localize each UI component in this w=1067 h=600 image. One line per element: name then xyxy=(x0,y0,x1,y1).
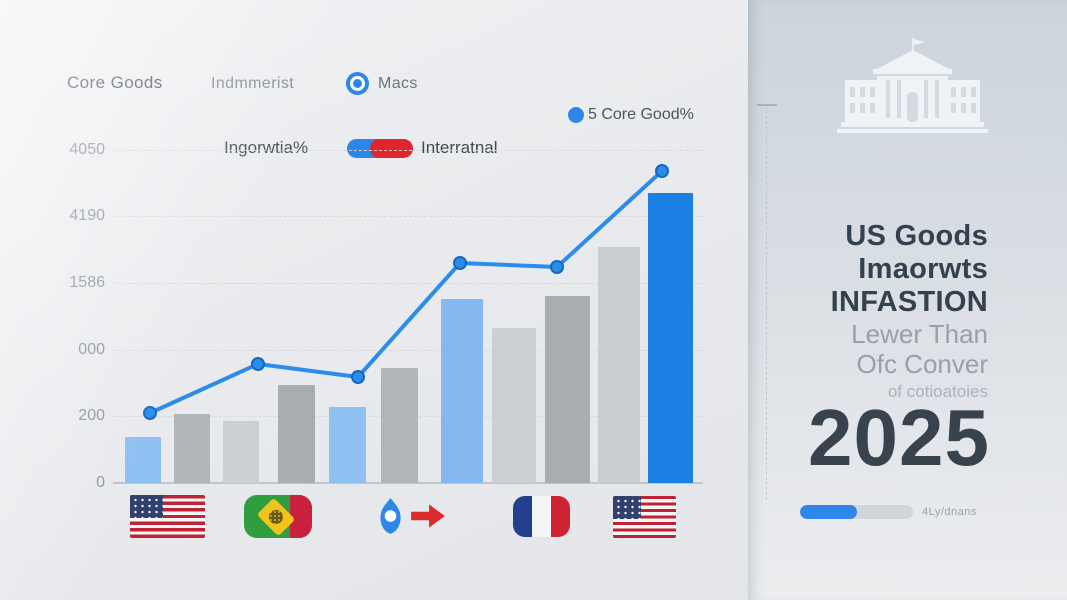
y-axis-label: 4190 xyxy=(69,207,105,224)
right-arrow-icon xyxy=(411,504,445,528)
header-label-macs: Macs xyxy=(378,75,418,92)
legend-label: 5 Core Good% xyxy=(588,106,694,123)
progress-fill xyxy=(800,505,857,519)
legend: 5 Core Good% xyxy=(568,106,694,124)
us-flag-icon xyxy=(130,495,205,538)
gridline xyxy=(113,150,703,151)
toggle-pill[interactable] xyxy=(347,139,413,159)
radio-button-icon[interactable] xyxy=(346,72,369,95)
bar xyxy=(381,368,418,483)
toggle-label: Interratnal xyxy=(421,138,498,157)
header-label-indmmerist: Indmmerist xyxy=(211,75,295,92)
gridline xyxy=(113,216,703,217)
white-house-icon xyxy=(837,38,988,133)
subtitle-line: Ofc Conver xyxy=(856,349,989,379)
guide-dashed-line xyxy=(766,106,767,500)
subtitle-line: Lewer Than xyxy=(851,319,988,349)
bar xyxy=(223,421,259,483)
bar xyxy=(441,299,483,483)
france-flag-blue xyxy=(513,496,532,537)
radio-inner-ring xyxy=(350,76,365,91)
bar xyxy=(278,385,315,483)
progress-bar xyxy=(800,505,913,519)
us-flag-canton xyxy=(613,496,641,519)
bar xyxy=(174,414,210,483)
header-label-core-goods: Core Goods xyxy=(67,73,163,92)
brazil-flag-icon xyxy=(244,495,312,538)
brazil-flag-red-band xyxy=(290,495,312,538)
brazil-flag-globe xyxy=(268,509,283,524)
bar xyxy=(492,328,536,483)
location-pin-icon xyxy=(380,498,401,534)
year-text: 2025 xyxy=(808,393,990,482)
bar xyxy=(125,437,161,483)
progress-label: 4Ly/dnans xyxy=(922,506,977,518)
us-flag-icon xyxy=(613,496,676,538)
headline-line: INFASTION xyxy=(830,286,988,318)
headline-line: Imaorwts xyxy=(858,253,988,285)
y-axis-label: 1586 xyxy=(69,274,105,291)
subtitle-small: of cotioatoies xyxy=(887,382,988,401)
headline-line: US Goods xyxy=(845,220,988,252)
filter-label: Ingorwtia% xyxy=(224,138,309,157)
bar xyxy=(598,247,640,483)
headline-block: US Goods Imaorwts INFASTION Lewer Than O… xyxy=(758,220,988,402)
y-axis-label: 200 xyxy=(78,407,105,424)
y-axis-label: 4050 xyxy=(69,141,105,158)
toggle-red-segment xyxy=(370,139,413,158)
france-flag-icon xyxy=(513,496,570,537)
bar xyxy=(329,407,366,483)
guide-tick xyxy=(757,104,777,106)
pin-arrow-icon xyxy=(377,496,455,536)
france-flag-red xyxy=(551,496,570,537)
bar xyxy=(648,193,693,483)
france-flag-white xyxy=(532,496,551,537)
y-axis-label: 000 xyxy=(78,341,105,358)
info-panel: US Goods Imaorwts INFASTION Lewer Than O… xyxy=(748,0,1067,600)
bar xyxy=(545,296,590,483)
legend-dot-icon xyxy=(568,107,584,123)
chart-panel: Core Goods Indmmerist Macs 5 Core Good% … xyxy=(0,0,749,600)
us-flag-canton xyxy=(130,495,163,519)
y-axis-label: 0 xyxy=(96,474,105,491)
x-axis-line xyxy=(113,482,703,484)
